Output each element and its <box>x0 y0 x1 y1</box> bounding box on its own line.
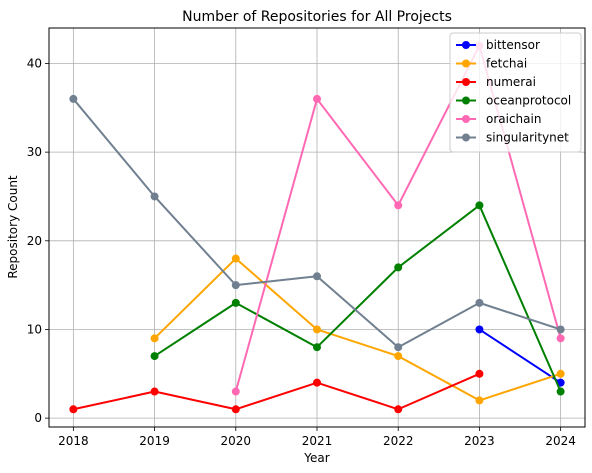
y-axis: 0 10 20 30 40 <box>27 56 49 425</box>
y-tick-label: 40 <box>27 56 42 70</box>
data-point <box>231 254 240 263</box>
data-point <box>313 94 321 103</box>
series-line <box>154 204 562 392</box>
legend-label: oceanprotocol <box>486 94 571 108</box>
data-point <box>475 201 484 210</box>
legend-marker <box>462 78 470 86</box>
y-tick-label: 10 <box>27 322 42 336</box>
data-point <box>69 405 78 414</box>
x-tick-label: 2022 <box>383 434 414 448</box>
data-point <box>313 343 321 352</box>
legend-item-fetchai: fetchai <box>456 57 527 71</box>
legend-marker <box>462 41 470 49</box>
data-point <box>313 378 321 387</box>
series-numerai <box>69 369 484 414</box>
data-point <box>231 387 240 396</box>
legend: bittensor fetchai numerai oceanprotocol orai… <box>449 32 582 153</box>
legend-marker <box>462 115 470 123</box>
legend-marker <box>462 96 470 105</box>
data-point <box>69 94 78 103</box>
data-point <box>394 405 403 414</box>
x-tick-label: 2024 <box>545 434 576 448</box>
data-point <box>150 352 159 361</box>
data-point <box>475 369 484 378</box>
legend-item-bittensor: bittensor <box>456 38 540 52</box>
series-singularitynet <box>69 94 565 352</box>
legend-label: fetchai <box>486 57 527 71</box>
data-point <box>231 405 240 414</box>
data-point <box>231 298 240 307</box>
data-point <box>394 352 403 361</box>
data-point <box>150 192 159 201</box>
data-point <box>475 396 484 405</box>
legend-item-singularitynet: singularitynet <box>456 131 569 145</box>
legend-label: numerai <box>486 75 536 89</box>
data-point <box>556 325 565 334</box>
legend-item-oceanprotocol: oceanprotocol <box>456 94 571 108</box>
x-axis-label: Year <box>303 451 329 465</box>
data-point <box>394 263 403 272</box>
chart-title: Number of Repositories for All Projects <box>182 9 452 25</box>
data-point <box>394 201 403 210</box>
series-line <box>73 372 480 411</box>
data-point <box>556 369 565 378</box>
legend-label: singularitynet <box>486 131 569 145</box>
legend-label: oraichain <box>486 112 541 126</box>
legend-marker <box>462 59 470 68</box>
data-point <box>394 343 403 352</box>
data-point <box>475 325 484 334</box>
data-point <box>556 334 565 343</box>
series-layer <box>69 41 565 414</box>
x-axis: 2018 2019 2020 2021 2022 2023 2024 <box>58 427 576 448</box>
y-tick-label: 0 <box>34 411 42 425</box>
data-point <box>313 272 321 281</box>
data-point <box>313 325 321 334</box>
legend-label: bittensor <box>486 38 540 52</box>
data-point <box>231 281 240 290</box>
y-tick-label: 20 <box>27 234 42 248</box>
y-tick-label: 30 <box>27 145 42 159</box>
y-axis-label: Repository Count <box>6 175 20 279</box>
x-tick-label: 2023 <box>464 434 495 448</box>
data-point <box>150 334 159 343</box>
legend-box <box>449 32 582 153</box>
x-tick-label: 2018 <box>58 434 89 448</box>
series-line <box>478 328 562 384</box>
x-tick-label: 2021 <box>302 434 333 448</box>
x-tick-label: 2019 <box>139 434 170 448</box>
series-oceanprotocol <box>150 201 565 396</box>
data-point <box>556 387 565 396</box>
data-point <box>475 298 484 307</box>
legend-marker <box>462 133 470 142</box>
legend-item-oraichain: oraichain <box>456 112 541 126</box>
legend-item-numerai: numerai <box>456 75 536 89</box>
x-tick-label: 2020 <box>221 434 252 448</box>
data-point <box>150 387 159 396</box>
